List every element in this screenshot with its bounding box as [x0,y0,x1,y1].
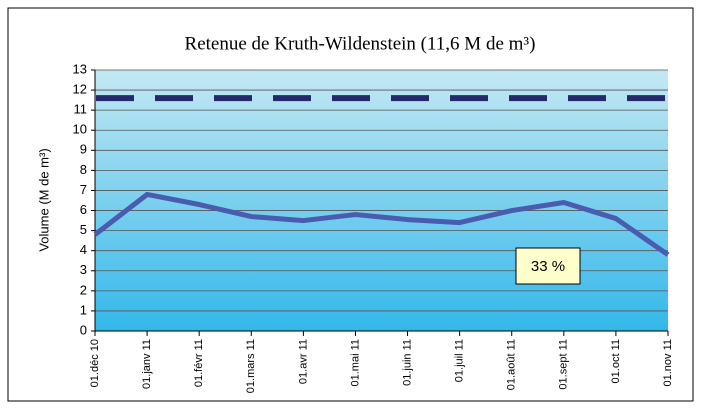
annotation: 33 % [531,258,565,275]
x-tick-label: 01.févr 11 [193,339,205,387]
x-tick-label: 01.juin 11 [401,339,413,386]
y-tick-label: 5 [80,222,87,237]
annotation-box [515,247,581,285]
x-tick-label: 01.mars 11 [245,339,257,393]
x-tick-label: 01.avr 11 [297,339,309,384]
y-tick-label: 6 [80,202,87,217]
y-tick-label: 9 [80,142,87,157]
y-tick-label: 8 [80,162,87,177]
y-tick-label: 13 [73,61,87,76]
y-tick-label: 12 [73,82,87,97]
x-tick-label: 01.janv 11 [141,339,153,389]
y-tick-label: 1 [80,302,87,317]
x-tick-label: 01.déc 10 [89,339,101,387]
x-tick-label: 01.mai 11 [349,339,361,387]
chart-title: Retenue de Kruth-Wildenstein (11,6 M de … [185,33,536,54]
y-axis-label: Volume (M de m³) [36,148,51,251]
x-tick-label: 01.juil 11 [454,339,466,382]
data-line [93,191,670,257]
x-tick-label: 01.sept 11 [558,339,570,390]
y-tick-label: 10 [73,122,87,137]
y-tick-label: 7 [80,182,87,197]
x-tick-label: 01.nov 11 [662,339,674,387]
y-tick-label: 0 [80,322,87,337]
x-tick-label: 01.août 11 [506,339,518,390]
y-tick-label: 3 [80,262,87,277]
y-tick-label: 4 [80,242,87,257]
y-tick-label: 11 [74,102,88,117]
x-tick-label: 01.oct 11 [610,339,622,383]
y-tick-label: 2 [80,282,87,297]
